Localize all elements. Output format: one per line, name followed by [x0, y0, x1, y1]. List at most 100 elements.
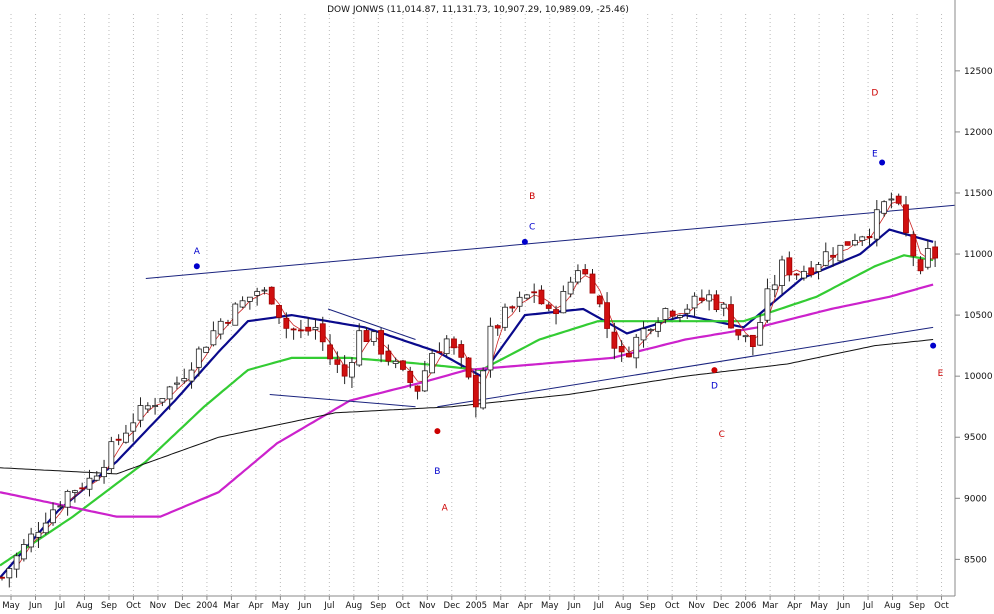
candle-body: [407, 370, 414, 383]
candle-body: [421, 370, 428, 392]
candle-body: [268, 286, 275, 305]
x-tick-label: Apr: [249, 601, 264, 610]
candle-body: [684, 308, 691, 314]
candle-body: [771, 284, 778, 291]
candle-body: [764, 288, 771, 321]
y-tick-label: 12500: [964, 67, 993, 77]
y-tick-label: 10000: [964, 372, 993, 382]
x-tick-label: Jul: [323, 601, 334, 610]
candle-body: [779, 259, 785, 286]
candle-body: [494, 325, 501, 329]
x-tick-label: Mar: [223, 601, 240, 610]
candle-body: [86, 477, 93, 490]
x-tick-label: Aug: [76, 601, 93, 610]
candle-body: [618, 346, 625, 353]
candle-body: [531, 291, 538, 294]
candle-body: [50, 509, 56, 524]
candle-body: [713, 294, 720, 311]
x-tick-label: May: [2, 601, 20, 610]
wave-marker-dot: [879, 159, 886, 166]
x-tick-label: Dec: [174, 601, 191, 610]
candle-body: [319, 323, 326, 343]
candle-body: [669, 310, 676, 317]
candle-body: [509, 306, 516, 309]
candle-body: [757, 322, 764, 346]
candle-body: [349, 362, 355, 378]
candle-body: [502, 306, 508, 328]
candle-body: [844, 241, 851, 246]
candle-body: [545, 304, 552, 309]
x-tick-label: Aug: [615, 601, 632, 610]
y-axis-ticks: 8500 9000 9500 10000 10500 11000 11500 12000 125…: [955, 67, 993, 565]
candle-body: [225, 321, 231, 324]
candle-body: [655, 322, 662, 332]
candle-body: [188, 369, 195, 382]
candle-body: [611, 331, 618, 349]
trend-line: [145, 204, 956, 279]
candle-body: [691, 295, 698, 309]
candle-body: [728, 304, 734, 329]
candle-body: [239, 300, 246, 308]
candle-body: [254, 291, 261, 296]
candle-body: [217, 320, 224, 335]
candle-body: [400, 360, 406, 370]
y-tick-label: 11000: [964, 250, 993, 260]
x-tick-label: 2005: [465, 601, 487, 610]
trend-line: [437, 326, 934, 408]
candle-body: [152, 405, 158, 407]
candle-body: [341, 364, 348, 377]
x-axis-ticks: May Jun Jul Aug Sep Oct Nov Dec 2004 Mar Apr May Jun…: [2, 596, 950, 611]
candle-body: [640, 328, 647, 341]
candle-body: [130, 422, 137, 432]
wave-label: E: [872, 149, 878, 159]
x-tick-label: Nov: [150, 601, 167, 610]
wave-marker-dot: [930, 342, 937, 349]
candle-body: [852, 239, 858, 246]
candle-body: [567, 281, 574, 295]
candle-body: [553, 309, 559, 315]
candle-body: [370, 331, 377, 342]
candle-body: [334, 359, 341, 365]
wave-label: B: [529, 192, 535, 202]
candle-body: [261, 289, 268, 292]
candle-body: [480, 370, 487, 409]
candle-body: [57, 505, 64, 508]
x-tick-label: Apr: [518, 601, 533, 610]
candle-body: [290, 328, 297, 331]
moving-average-line: [0, 339, 934, 475]
wave-label: E: [938, 369, 944, 379]
candle-body: [210, 330, 217, 346]
candle-body: [801, 270, 807, 279]
candle-body: [174, 382, 180, 385]
x-tick-label: Oct: [126, 601, 141, 610]
candle-body: [72, 490, 78, 493]
candle-body: [28, 533, 35, 548]
candle-body: [414, 385, 421, 392]
candle-body: [276, 305, 282, 318]
x-tick-label: Apr: [787, 601, 802, 610]
candle-body: [910, 234, 917, 257]
candle-body: [79, 487, 86, 490]
candle-body: [822, 251, 829, 266]
candle-body: [385, 350, 392, 362]
candle-body: [13, 555, 20, 570]
candle-body: [20, 544, 27, 560]
candle-body: [582, 269, 589, 275]
candle-body: [101, 466, 107, 478]
wave-label: D: [871, 88, 878, 98]
candle-body: [808, 267, 815, 276]
candles: [0, 192, 939, 588]
candle-body: [137, 405, 144, 421]
candle-body: [786, 257, 793, 276]
wave-label: A: [194, 247, 201, 257]
candle-body: [720, 303, 727, 309]
annotation-markers: A C B E D B A D C E: [194, 88, 944, 513]
wave-label: B: [434, 467, 440, 477]
candle-body: [895, 195, 902, 204]
x-tick-label: Dec: [713, 601, 730, 610]
y-tick-label: 10500: [964, 311, 993, 321]
candle-body: [443, 338, 450, 355]
candle-body: [392, 360, 399, 364]
x-tick-label: Jul: [862, 601, 873, 610]
